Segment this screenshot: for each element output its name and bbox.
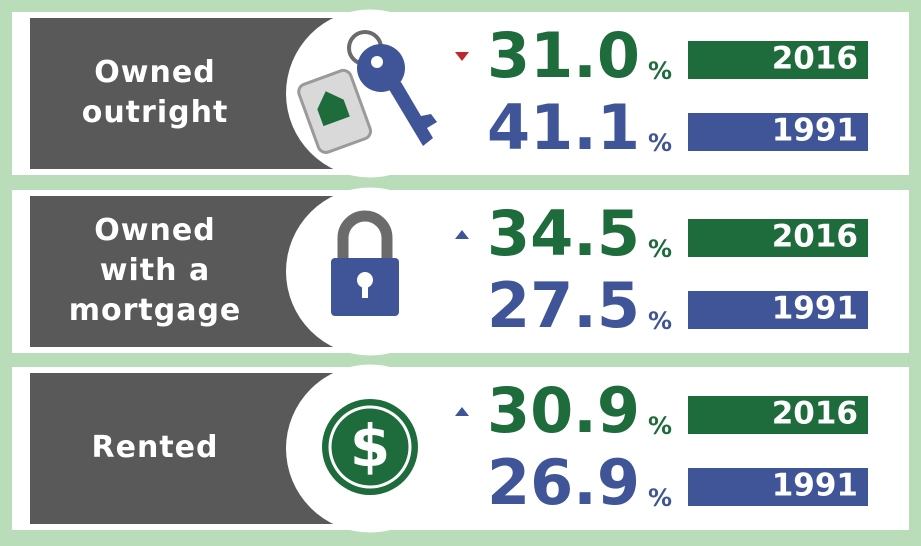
percent-unit: % [648, 235, 672, 263]
trend-arrow [455, 230, 469, 239]
lock-icon [331, 210, 399, 316]
year-bar [688, 468, 868, 506]
icons: $ [297, 30, 437, 495]
year-label: 2016 [772, 396, 858, 432]
percent-unit: % [648, 129, 672, 157]
year-label: 1991 [772, 468, 858, 504]
percent-value: 34.5 [487, 197, 640, 270]
percent-unit: % [648, 307, 672, 335]
year-bar [688, 113, 868, 151]
year-bar [688, 41, 868, 79]
percent-value: 26.9 [487, 446, 640, 519]
dollar-icon: $ [322, 399, 418, 495]
year-label: 2016 [772, 41, 858, 77]
percent-value: 41.1 [487, 91, 640, 164]
percent-value: 31.0 [487, 19, 640, 92]
row-label: Owned [94, 213, 215, 248]
svg-text:$: $ [350, 412, 390, 480]
rows: Owned outright 31.0% 2016 41.1% 1991 Owned with… [12, 9, 909, 533]
year-label: 1991 [772, 291, 858, 327]
year-bar [688, 291, 868, 329]
percent-value: 27.5 [487, 269, 640, 342]
trend-arrow [455, 407, 469, 416]
year-bar [688, 219, 868, 257]
year-label: 2016 [772, 219, 858, 255]
row-label: with a [100, 253, 210, 288]
percent-unit: % [648, 412, 672, 440]
trend-arrow [455, 52, 469, 61]
row-label: Rented [92, 430, 219, 465]
row-label: outright [82, 95, 229, 130]
percent-unit: % [648, 484, 672, 512]
keys-icon [297, 30, 437, 154]
percent-value: 30.9 [487, 374, 640, 447]
row-label: mortgage [69, 293, 242, 328]
year-label: 1991 [772, 113, 858, 149]
year-bar [688, 396, 868, 434]
row-label: Owned [94, 55, 215, 90]
percent-unit: % [648, 57, 672, 85]
